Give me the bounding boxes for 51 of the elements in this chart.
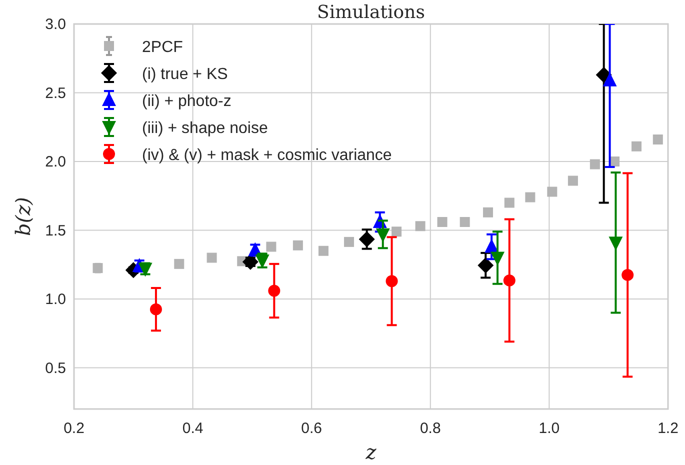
y-tick-label: 2.0 xyxy=(45,154,66,170)
x-tick-label: 1.0 xyxy=(538,420,560,437)
point xyxy=(608,236,623,251)
point xyxy=(632,141,642,152)
point xyxy=(318,246,328,256)
point xyxy=(344,236,354,247)
point xyxy=(547,186,558,197)
legend-label: (iv) & (v) + mask + cosmic variance xyxy=(142,147,392,164)
point xyxy=(478,257,494,274)
point xyxy=(568,176,578,186)
point xyxy=(386,275,398,288)
point xyxy=(392,226,402,237)
point xyxy=(206,252,217,263)
point xyxy=(602,72,617,86)
chart-title: Simulations xyxy=(317,2,425,23)
x-tick-label: 0.8 xyxy=(420,420,441,437)
point xyxy=(483,207,494,218)
point xyxy=(503,274,516,286)
point xyxy=(150,303,162,316)
point xyxy=(460,217,470,227)
point xyxy=(504,198,514,208)
point xyxy=(415,221,426,232)
x-tick-label: 0.6 xyxy=(301,420,322,437)
point xyxy=(652,134,663,144)
y-tick-label: 1.5 xyxy=(45,222,66,240)
point xyxy=(437,217,448,227)
x-tick-label: 0.4 xyxy=(182,420,204,437)
legend-label: (i) true + KS xyxy=(142,66,228,83)
y-tick-label: 0.5 xyxy=(45,360,66,377)
y-tick-label: 2.5 xyxy=(45,84,66,102)
point xyxy=(268,284,280,297)
point xyxy=(174,258,184,269)
point xyxy=(376,228,390,242)
point xyxy=(484,238,499,253)
point xyxy=(525,192,536,202)
point xyxy=(242,254,258,270)
legend-label: (iii) + shape noise xyxy=(142,120,268,137)
point xyxy=(622,268,634,281)
x-axis-title: z xyxy=(364,440,377,464)
y-tick-label: 1.0 xyxy=(45,291,66,308)
point xyxy=(292,240,303,250)
point xyxy=(590,159,600,170)
legend-label: 2PCF xyxy=(142,39,184,56)
point xyxy=(358,231,375,248)
legend-label: (ii) + photo-z xyxy=(142,93,232,110)
point xyxy=(266,242,276,252)
y-axis-title: b(z) xyxy=(11,197,35,236)
x-tick-label: 1.2 xyxy=(658,420,678,437)
y-tick-label: 3.0 xyxy=(45,16,66,33)
x-tick-label: 0.2 xyxy=(64,420,84,437)
point xyxy=(490,252,505,266)
